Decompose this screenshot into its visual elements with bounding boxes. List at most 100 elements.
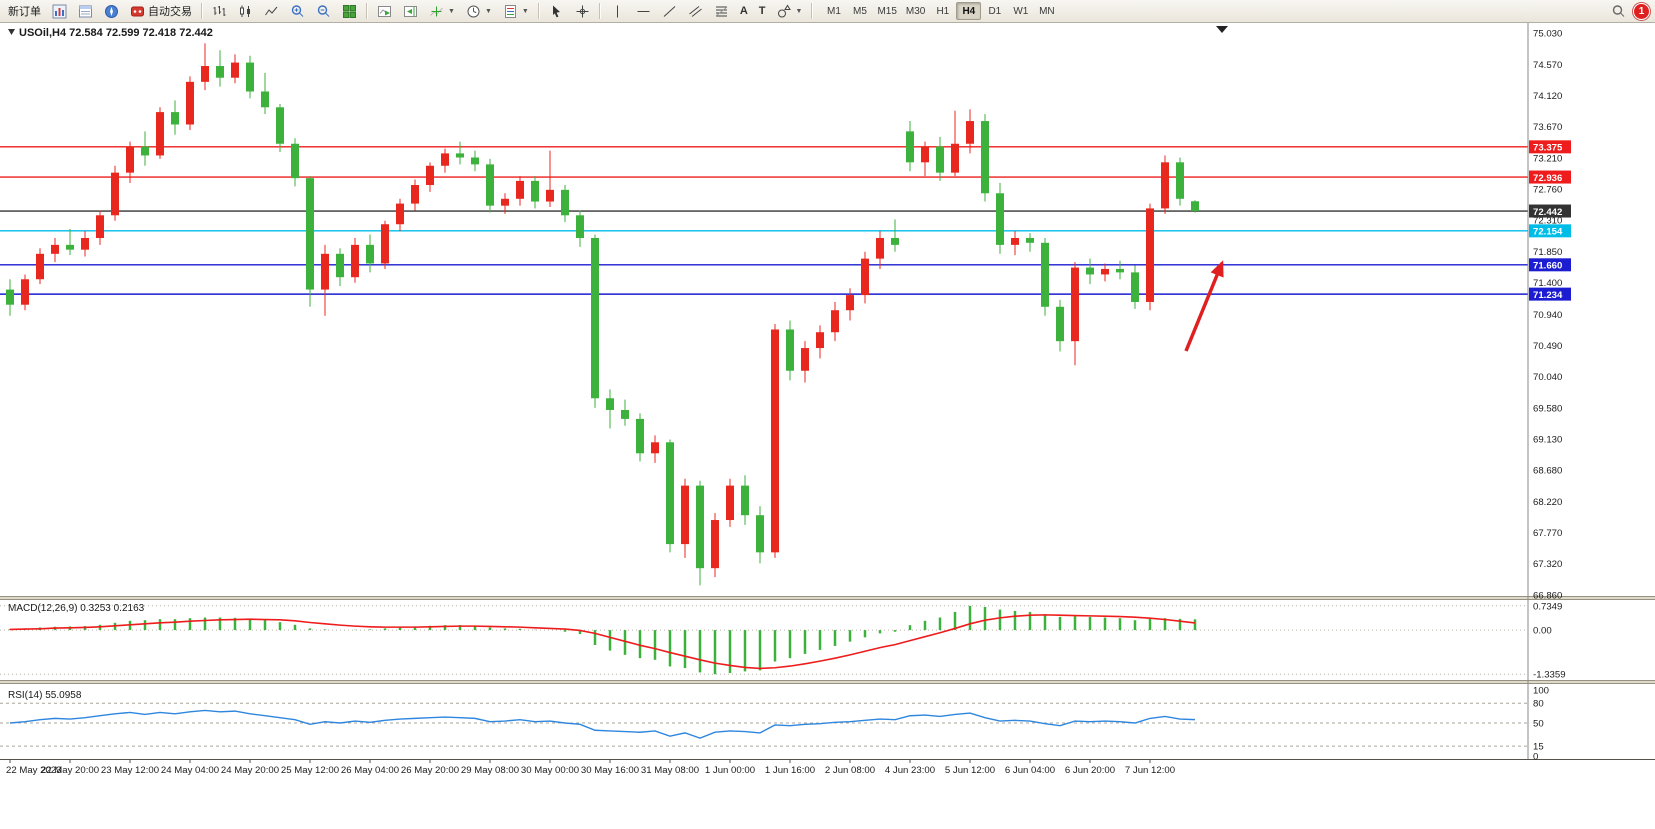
toolbar-separator <box>537 3 540 19</box>
trend-arrow[interactable] <box>1184 260 1224 352</box>
market-watch-button[interactable] <box>47 1 72 21</box>
candle-body <box>951 143 959 173</box>
candle-body <box>711 520 719 569</box>
timeframe-w1-button[interactable]: W1 <box>1008 2 1033 20</box>
search-icon[interactable] <box>1611 4 1626 19</box>
candle-body <box>1116 268 1124 273</box>
zoom-out-button[interactable] <box>311 1 336 21</box>
indicators-button[interactable]: ▼ <box>424 1 460 21</box>
price-axis-label: 71.850 <box>1533 247 1562 258</box>
bar-marker-icon <box>1216 26 1228 33</box>
panel-splitter[interactable] <box>0 680 1655 684</box>
time-axis-label: 31 May 08:00 <box>641 765 699 776</box>
price-axis-label: 70.490 <box>1533 341 1562 352</box>
time-axis-label: 25 May 12:00 <box>281 765 339 776</box>
timeframe-m1-button[interactable]: M1 <box>821 2 846 20</box>
text-label-tool-button[interactable]: T <box>754 1 771 21</box>
line-chart-mode-button[interactable] <box>259 1 284 21</box>
chart-shift-button[interactable] <box>398 1 423 21</box>
chart-collapse-icon[interactable] <box>8 29 15 35</box>
rsi-panel <box>0 702 1528 747</box>
autotrading-button[interactable]: 自动交易 <box>125 1 197 21</box>
timeframe-h4-button[interactable]: H4 <box>956 2 982 20</box>
price-level-badge-label: 72.442 <box>1533 207 1562 218</box>
annotation-arrow[interactable] <box>1184 260 1224 352</box>
candle-body <box>816 332 824 349</box>
price-level-badge[interactable] <box>1529 224 1571 238</box>
timeframe-d1-button[interactable]: D1 <box>982 2 1007 20</box>
price-axis-label: 67.770 <box>1533 528 1562 539</box>
price-axis-label: 72.760 <box>1533 185 1562 196</box>
text-tool-button[interactable]: A <box>735 1 753 21</box>
price-axis-label: 66.860 <box>1533 591 1562 602</box>
price-level-badge[interactable] <box>1529 140 1571 154</box>
candle-body <box>756 515 764 553</box>
candle-body <box>156 112 164 156</box>
shapes-icon <box>777 4 791 17</box>
zoom-in-button[interactable] <box>285 1 310 21</box>
price-level-badge[interactable] <box>1529 204 1571 218</box>
candle-body <box>1176 162 1184 199</box>
fibonacci-tool-button[interactable] <box>709 1 734 21</box>
auto-scroll-button[interactable] <box>372 1 397 21</box>
time-axis-label: 29 May 08:00 <box>461 765 519 776</box>
shapes-tool-button[interactable]: ▼ <box>772 1 808 21</box>
candle-body <box>21 279 29 305</box>
candle-body <box>1056 306 1064 342</box>
price-level-badge[interactable] <box>1529 170 1571 184</box>
timeframe-m5-button[interactable]: M5 <box>847 2 872 20</box>
candle-body <box>921 146 929 163</box>
channel-tool-button[interactable] <box>683 1 708 21</box>
chart-canvas[interactable]: 75.030 74.570 74.120 73.670 73.210 72.760 72.3… <box>0 22 1655 780</box>
price-level-badge[interactable] <box>1529 287 1571 301</box>
price-axis-label: 68.220 <box>1533 497 1562 508</box>
timeframe-m15-button[interactable]: M15 <box>873 2 900 20</box>
tile-windows-button[interactable] <box>337 1 362 21</box>
candle-body <box>621 409 629 419</box>
data-window-button[interactable] <box>73 1 98 21</box>
autotrading-label: 自动交易 <box>148 6 192 18</box>
horizontal-line-tool-button[interactable] <box>631 1 656 21</box>
candlestick-chart-icon <box>240 5 250 17</box>
panel-splitter[interactable] <box>0 596 1655 600</box>
chevron-down-icon: ▼ <box>795 7 803 15</box>
vertical-line-tool-button[interactable] <box>605 1 630 21</box>
time-axis-label: 30 May 00:00 <box>521 765 579 776</box>
periods-button[interactable]: ▼ <box>461 1 497 21</box>
candle-body <box>681 485 689 545</box>
crosshair-tool-button[interactable] <box>570 1 595 21</box>
market-watch-icon <box>52 4 67 18</box>
templates-button[interactable]: ▼ <box>498 1 534 21</box>
cursor-icon <box>552 5 560 17</box>
rsi-line <box>9 709 1196 739</box>
trendline-tool-button[interactable] <box>657 1 682 21</box>
bar-chart-mode-button[interactable] <box>207 1 232 21</box>
candle-body <box>501 198 509 206</box>
candle-body <box>111 172 119 216</box>
notification-badge[interactable]: 1 <box>1633 2 1650 20</box>
candle-body <box>426 165 434 186</box>
candle-body <box>411 185 419 204</box>
macd-axis-label: -1.3359 <box>1533 670 1566 681</box>
candlestick-mode-button[interactable] <box>233 1 258 21</box>
candle-body <box>1086 267 1094 275</box>
candle-body <box>576 215 584 238</box>
new-order-button[interactable]: 新订单 <box>3 1 46 21</box>
grid-layer <box>0 596 1655 684</box>
time-axis-label: 5 Jun 12:00 <box>945 765 995 776</box>
price-axis-label: 69.580 <box>1533 403 1562 414</box>
time-axis-label: 24 May 04:00 <box>161 765 219 776</box>
candle-body <box>216 66 224 78</box>
time-axis-label: 26 May 04:00 <box>341 765 399 776</box>
candle-body <box>441 153 449 166</box>
candle-body <box>516 180 524 199</box>
cursor-tool-button[interactable] <box>544 1 569 21</box>
candle-body <box>201 66 209 82</box>
timeframe-m30-button[interactable]: M30 <box>902 2 929 20</box>
navigator-button[interactable] <box>99 1 124 21</box>
timeframe-mn-button[interactable]: MN <box>1034 2 1059 20</box>
time-axis-label: 6 Jun 04:00 <box>1005 765 1055 776</box>
timeframe-h1-button[interactable]: H1 <box>930 2 955 20</box>
price-level-badge[interactable] <box>1529 258 1571 272</box>
time-axis-label: 23 May 12:00 <box>101 765 159 776</box>
